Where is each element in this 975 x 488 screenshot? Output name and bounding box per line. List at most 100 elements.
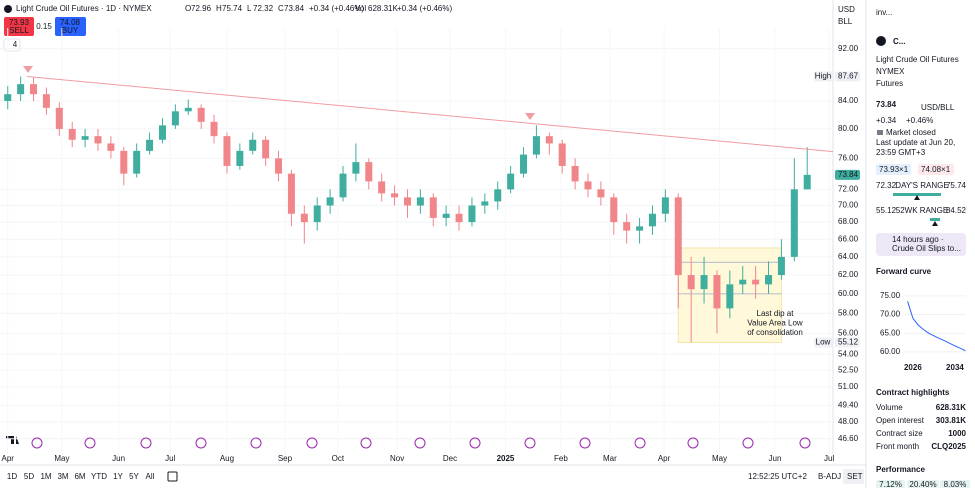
y-tick-label: 46.60: [838, 434, 859, 443]
event-icon[interactable]: [799, 437, 811, 449]
price-label-value: 73.84: [838, 170, 859, 179]
candle-body: [378, 181, 386, 194]
volume-value: 628.31K: [368, 4, 398, 13]
x-tick-label: 2026: [904, 363, 922, 372]
candle-body: [455, 213, 463, 223]
event-icon[interactable]: [687, 437, 699, 449]
candle-body: [520, 154, 528, 174]
sell-price[interactable]: 73.93: [9, 18, 30, 27]
clock: 12:52:25 UTC+2: [748, 472, 807, 481]
performance-value: 8.03%: [944, 480, 967, 488]
y-tick-label: 51.00: [838, 382, 859, 391]
candle-body: [223, 136, 231, 166]
market-status: Market closed: [886, 128, 936, 137]
candle-body: [352, 162, 360, 174]
range-button[interactable]: 1Y: [113, 472, 123, 481]
candle-body: [610, 197, 618, 223]
range-button[interactable]: YTD: [91, 472, 107, 481]
candle-body: [468, 205, 476, 223]
price-label-box: [835, 337, 860, 348]
event-icon[interactable]: [250, 437, 262, 449]
performance-pill: [940, 480, 970, 488]
candle-body: [4, 94, 12, 101]
section-title: Forward curve: [876, 267, 932, 276]
range-button[interactable]: 1D: [7, 472, 17, 481]
price-label-box: [835, 71, 860, 82]
candle-body: [442, 213, 450, 218]
bid: 73.93×1: [879, 165, 909, 174]
candle-body: [700, 275, 708, 290]
candle-body: [262, 139, 270, 159]
x-tick-label: 2034: [946, 363, 964, 372]
candle-body: [558, 143, 566, 166]
sell-label[interactable]: SELL: [9, 26, 29, 35]
highlight-label: Open interest: [876, 416, 925, 425]
price-label-text: Low: [816, 338, 831, 347]
event-icon[interactable]: [84, 437, 96, 449]
event-icon[interactable]: [140, 437, 152, 449]
spread: 0.15: [36, 22, 52, 31]
event-icon[interactable]: [414, 437, 426, 449]
symbol-logo: [876, 36, 886, 46]
trend-line: [27, 75, 834, 153]
range-pointer: [932, 221, 938, 226]
candle-body: [623, 222, 631, 231]
event-icon[interactable]: [31, 437, 43, 449]
adjust-button[interactable]: B-ADJ: [818, 472, 841, 481]
highlight-label: Contract size: [876, 429, 923, 438]
x-tick-label: Sep: [278, 454, 293, 463]
candle-body: [146, 139, 154, 151]
event-icon[interactable]: [579, 437, 591, 449]
y-tick-label: 65.00: [880, 328, 901, 337]
event-icon[interactable]: [469, 437, 481, 449]
settings-button[interactable]: SET: [847, 472, 863, 481]
candle-body: [790, 189, 798, 257]
buy-label[interactable]: BUY: [62, 26, 79, 35]
range-button[interactable]: 1M: [40, 472, 51, 481]
x-tick-label: Apr: [2, 454, 15, 463]
price-label-tag: [814, 71, 833, 82]
news-headline[interactable]: Crude Oil Slips to...: [892, 244, 961, 253]
ohlc-value: 73.84: [284, 4, 305, 13]
event-icon[interactable]: [195, 437, 207, 449]
range-label: DAY'S RANGE: [895, 181, 948, 190]
candle-body: [171, 111, 179, 126]
candle-body: [597, 189, 605, 198]
price-label-box: [835, 169, 860, 180]
performance-value: 20.40%: [909, 480, 936, 488]
range-button[interactable]: 5Y: [129, 472, 139, 481]
price-label-value: 87.67: [838, 72, 859, 81]
candle-body: [158, 125, 166, 140]
range-pointer: [914, 195, 920, 200]
y-tick-label: 49.40: [838, 400, 859, 409]
candle-body: [584, 181, 592, 190]
candle-body: [326, 197, 334, 206]
event-icon[interactable]: [360, 437, 372, 449]
range-button[interactable]: All: [146, 472, 155, 481]
layer: Light Crude Oil Futures · 1D · NYMEX O 72.…: [0, 4, 970, 488]
symbol-name: Light Crude Oil Futures: [876, 55, 959, 64]
candle-body: [107, 143, 115, 151]
x-tick-label: Nov: [390, 454, 404, 463]
candle-body: [339, 173, 347, 198]
candle-body: [197, 107, 205, 122]
news-time[interactable]: 14 hours ago ·: [892, 235, 944, 244]
event-icon[interactable]: [524, 437, 536, 449]
y-tick-label: 48.00: [838, 417, 859, 426]
x-tick-label: May: [712, 454, 727, 463]
candle-body: [120, 150, 128, 174]
candle-body: [545, 136, 553, 144]
calendar-icon[interactable]: [167, 471, 178, 482]
event-icon[interactable]: [742, 437, 754, 449]
range-button[interactable]: 6M: [74, 472, 85, 481]
event-icon[interactable]: [306, 437, 318, 449]
range-button[interactable]: 5D: [24, 472, 34, 481]
buy-button[interactable]: [55, 17, 86, 36]
news-card[interactable]: [876, 233, 966, 256]
sell-button[interactable]: [4, 17, 34, 36]
indicator-count[interactable]: 4: [13, 40, 18, 49]
buy-price[interactable]: 74.08: [60, 18, 81, 27]
range-button[interactable]: 3M: [57, 472, 68, 481]
event-icon[interactable]: [634, 437, 646, 449]
